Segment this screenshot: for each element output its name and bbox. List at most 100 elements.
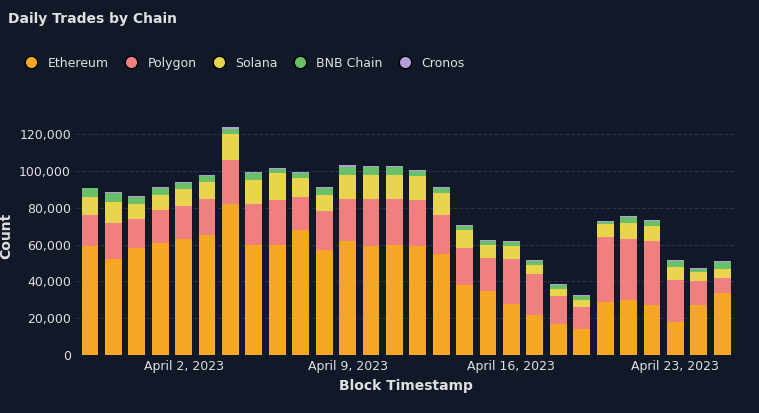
Bar	[199, 176, 216, 182]
Bar	[713, 268, 731, 278]
Bar	[597, 302, 613, 355]
Bar	[480, 240, 496, 241]
Bar	[503, 304, 520, 355]
Bar	[713, 262, 731, 268]
Bar	[691, 272, 707, 282]
Bar	[316, 187, 332, 188]
Bar	[175, 189, 192, 206]
Bar	[292, 173, 309, 178]
Bar	[597, 222, 613, 224]
Bar	[644, 220, 660, 221]
Bar	[480, 258, 496, 291]
Bar	[573, 296, 590, 300]
Bar	[105, 202, 121, 223]
Bar	[620, 239, 637, 300]
Bar	[503, 242, 520, 247]
Bar	[386, 175, 403, 199]
Bar	[433, 254, 449, 355]
Bar	[222, 204, 239, 355]
Bar	[81, 247, 99, 355]
Bar	[128, 197, 145, 204]
Bar	[503, 247, 520, 259]
Bar	[316, 195, 332, 211]
Bar	[175, 206, 192, 239]
Bar	[644, 306, 660, 355]
Bar	[105, 259, 121, 355]
Bar	[245, 172, 263, 173]
Bar	[597, 237, 613, 302]
Bar	[667, 260, 684, 261]
Bar	[456, 226, 473, 230]
Bar	[433, 215, 449, 254]
Bar	[433, 193, 449, 215]
Bar	[597, 221, 613, 222]
Bar	[152, 187, 168, 188]
Bar	[363, 166, 380, 167]
Bar	[175, 183, 192, 189]
Bar	[386, 199, 403, 244]
Bar	[128, 196, 145, 197]
Bar	[292, 172, 309, 173]
Bar	[152, 210, 168, 243]
Bar	[573, 330, 590, 355]
Bar	[199, 182, 216, 199]
Bar	[667, 267, 684, 280]
Bar	[409, 200, 427, 247]
Bar	[363, 247, 380, 355]
Bar	[81, 188, 99, 197]
Bar	[550, 289, 567, 296]
Bar	[409, 247, 427, 355]
Bar	[269, 173, 285, 200]
Bar	[667, 261, 684, 267]
Bar	[339, 199, 356, 241]
Bar	[222, 160, 239, 204]
Bar	[573, 300, 590, 307]
Bar	[713, 278, 731, 292]
Bar	[128, 219, 145, 248]
Bar	[128, 204, 145, 219]
Bar	[691, 306, 707, 355]
Bar	[573, 307, 590, 330]
Bar	[620, 217, 637, 223]
Bar	[644, 226, 660, 241]
Bar	[433, 187, 449, 188]
Bar	[480, 244, 496, 258]
Bar	[644, 241, 660, 306]
Bar	[503, 241, 520, 242]
Bar	[480, 241, 496, 244]
Bar	[152, 188, 168, 195]
Bar	[386, 244, 403, 355]
Bar	[409, 176, 427, 200]
Bar	[456, 248, 473, 285]
Bar	[316, 250, 332, 355]
Bar	[363, 199, 380, 247]
Bar	[105, 223, 121, 259]
Bar	[316, 211, 332, 250]
Bar	[527, 260, 543, 261]
Bar	[339, 165, 356, 167]
Bar	[713, 261, 731, 262]
Bar	[363, 167, 380, 175]
Bar	[456, 225, 473, 226]
Bar	[339, 175, 356, 199]
Bar	[480, 291, 496, 355]
Bar	[550, 296, 567, 324]
Bar	[620, 223, 637, 239]
Bar	[597, 224, 613, 237]
Y-axis label: Count: Count	[0, 212, 14, 259]
Bar	[222, 127, 239, 128]
Bar	[152, 243, 168, 355]
Bar	[339, 241, 356, 355]
Bar	[245, 244, 263, 355]
Bar	[339, 167, 356, 175]
Legend: Ethereum, Polygon, Solana, BNB Chain, Cronos: Ethereum, Polygon, Solana, BNB Chain, Cr…	[14, 52, 470, 75]
Bar	[527, 261, 543, 265]
Bar	[199, 175, 216, 176]
Bar	[550, 285, 567, 289]
Bar	[386, 167, 403, 175]
Bar	[316, 188, 332, 195]
Bar	[620, 300, 637, 355]
Bar	[175, 182, 192, 183]
Bar	[667, 280, 684, 322]
Bar	[713, 292, 731, 355]
